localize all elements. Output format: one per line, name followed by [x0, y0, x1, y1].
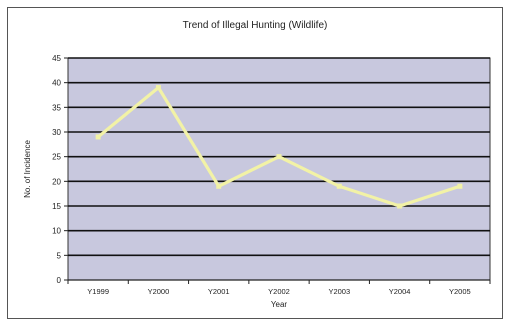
data-point [155, 85, 161, 91]
x-tick-label: Y1999 [87, 287, 109, 296]
y-tick-label: 35 [52, 103, 61, 112]
plot-area [67, 57, 491, 281]
y-tick-label: 45 [52, 54, 61, 63]
data-point [457, 183, 463, 189]
x-tick-label: Y2004 [389, 287, 411, 296]
data-point [95, 134, 101, 140]
x-tick-label: Y2001 [208, 287, 230, 296]
x-axis-ticks: Y1999 Y2000 Y2001 Y2002 Y2003 Y2004 Y2005 [67, 280, 491, 296]
y-axis-ticks: 0 5 10 15 20 25 30 35 40 45 [52, 54, 68, 285]
x-tick-label: Y2003 [328, 287, 350, 296]
x-tick-label: Y2000 [148, 287, 170, 296]
x-axis-label: Year [271, 300, 288, 309]
y-tick-label: 5 [57, 251, 62, 260]
x-tick-label: Y2005 [449, 287, 471, 296]
data-point [276, 154, 282, 160]
data-point [216, 183, 222, 189]
y-tick-label: 40 [52, 79, 61, 88]
data-point [397, 203, 403, 209]
y-tick-label: 15 [52, 202, 61, 211]
y-tick-label: 10 [52, 227, 61, 236]
x-tick-label: Y2002 [268, 287, 290, 296]
y-axis-label: No. of Incidence [23, 140, 32, 198]
y-tick-label: 0 [57, 276, 62, 285]
y-tick-label: 30 [52, 128, 61, 137]
chart-title: Trend of Illegal Hunting (Wildlife) [183, 20, 328, 31]
y-tick-label: 25 [52, 153, 61, 162]
data-point [336, 183, 342, 189]
y-tick-label: 20 [52, 177, 61, 186]
line-chart: Trend of Illegal Hunting (Wildlife) 0 5 10… [23, 20, 491, 309]
series-layer [95, 85, 463, 209]
chart-frame: Trend of Illegal Hunting (Wildlife) 0 5 10… [7, 7, 503, 319]
